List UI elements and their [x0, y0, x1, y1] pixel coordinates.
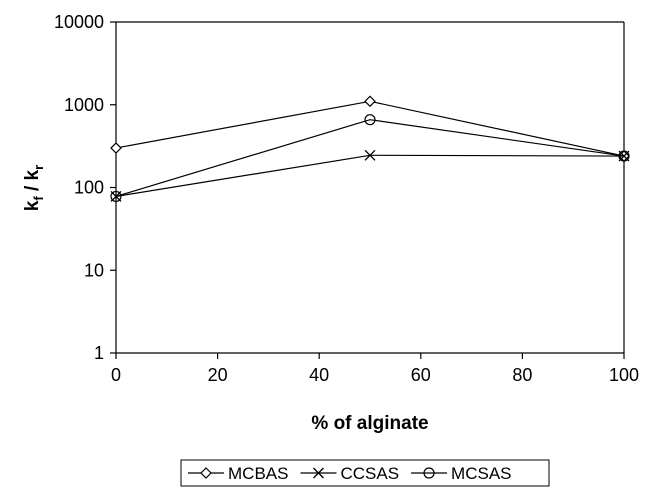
- x-ticks: 0 20 40 60 80 100: [111, 353, 639, 385]
- y-axis-title-sub-f: f: [31, 196, 46, 201]
- legend-label-ccsas: CCSAS: [340, 464, 399, 483]
- x-axis-title: % of alginate: [311, 413, 428, 434]
- legend-item-mcbas: MCBAS: [188, 464, 288, 483]
- x-tick-label: 80: [512, 365, 532, 385]
- y-tick-label: 100: [74, 178, 104, 198]
- series-line-mcbas: [115, 100, 625, 157]
- legend-box: [180, 459, 550, 487]
- y-axis-title-k1: k: [22, 200, 43, 211]
- y-axis-title-k2: k: [22, 169, 43, 180]
- series-line-ccsas: [115, 154, 625, 198]
- legend-item-mcsas: MCSAS: [411, 464, 512, 483]
- x-tick-label: 100: [609, 365, 639, 385]
- point-mcsas-circle-marker: [110, 190, 122, 203]
- legend-mcbas-diamond-marker: [200, 467, 212, 479]
- point-mcbas-diamond-marker: [364, 95, 376, 108]
- series-layer: [110, 95, 630, 203]
- x-tick-label: 60: [411, 365, 431, 385]
- y-axis-title-sub-r: r: [31, 165, 46, 170]
- y-axis-title: kf / kr: [22, 165, 46, 211]
- x-tick-label: 20: [208, 365, 228, 385]
- series-ccsas: [110, 149, 630, 202]
- y-ticks: 1 10 100 1000 10000: [54, 12, 116, 363]
- x-tick-label: 40: [309, 365, 329, 385]
- series-mcsas: [110, 114, 630, 203]
- y-tick-label: 1: [94, 343, 104, 363]
- y-tick-label: 10: [84, 260, 104, 280]
- y-tick-label: 1000: [64, 95, 104, 115]
- series-mcbas: [110, 95, 630, 162]
- legend-ccsas-x-marker: [313, 467, 324, 479]
- legend-label-mcsas: MCSAS: [451, 464, 511, 483]
- point-ccsas-x-marker: [364, 149, 376, 161]
- x-tick-label: 0: [111, 365, 121, 385]
- y-axis-title-separator: /: [22, 180, 43, 196]
- axes: [115, 21, 625, 354]
- legend-label-mcbas: MCBAS: [228, 464, 288, 483]
- point-mcbas-diamond-marker: [110, 142, 122, 154]
- legend-item-ccsas: CCSAS: [300, 464, 399, 483]
- y-tick-label: 10000: [54, 12, 104, 32]
- point-mcsas-circle-marker: [618, 150, 630, 162]
- point-mcsas-circle-marker: [364, 114, 376, 126]
- legend-mcsas-circle-marker: [423, 467, 435, 479]
- series-line-mcsas: [115, 119, 625, 198]
- legend: MCBAS CCSAS MCSAS: [180, 459, 550, 487]
